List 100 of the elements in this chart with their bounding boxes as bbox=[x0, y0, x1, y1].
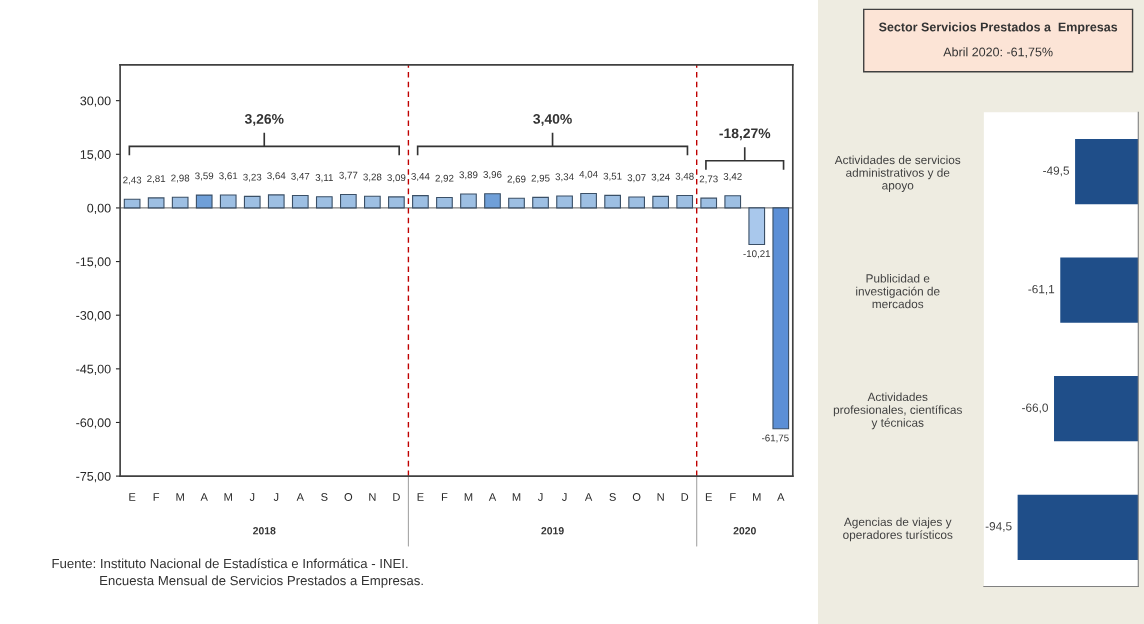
data-label: 3,24 bbox=[651, 173, 670, 182]
x-tick-label: S bbox=[609, 493, 616, 501]
x-tick-label: M bbox=[464, 493, 473, 501]
data-label: 3,11 bbox=[315, 174, 333, 183]
x-tick-label: D bbox=[681, 493, 689, 501]
data-label: -61,75 bbox=[761, 434, 789, 443]
data-label: 2,92 bbox=[435, 174, 454, 183]
data-label: 3,23 bbox=[243, 173, 262, 182]
data-label: -61,1 bbox=[1028, 284, 1055, 295]
x-tick-label: J bbox=[537, 493, 543, 501]
data-label: -10,21 bbox=[743, 250, 771, 259]
bar bbox=[291, 194, 309, 209]
data-label: 3,89 bbox=[459, 171, 478, 180]
data-label: -66,0 bbox=[1022, 403, 1048, 414]
bar bbox=[556, 195, 573, 209]
bar bbox=[171, 196, 189, 209]
bar bbox=[604, 194, 621, 209]
y-tick-label: 0,00 bbox=[87, 203, 111, 215]
data-label: 2,95 bbox=[531, 174, 550, 183]
bar bbox=[508, 197, 525, 209]
x-tick-label: F bbox=[153, 493, 160, 501]
bar bbox=[339, 193, 357, 209]
data-label: 2,98 bbox=[171, 174, 190, 183]
chart-title: Sector Servicios Prestados a Empresas bbox=[879, 22, 1118, 34]
data-label: 4,04 bbox=[579, 170, 598, 179]
x-tick-label: A bbox=[296, 493, 304, 501]
bar bbox=[364, 195, 381, 209]
data-label: 3,59 bbox=[195, 172, 214, 181]
x-tick-label: O bbox=[632, 493, 641, 501]
y-tick-label: Agencias de viajes y operadores turísticos bbox=[843, 517, 953, 542]
x-tick-label: N bbox=[369, 493, 376, 501]
data-label: 3,44 bbox=[411, 172, 430, 181]
y-tick-label: Actividades de servicios administrativos y de apoyo bbox=[834, 155, 961, 192]
chart-subtitle: Abril 2020: -61,75% bbox=[943, 47, 1053, 58]
x-tick-label: F bbox=[730, 493, 736, 501]
bar bbox=[388, 196, 405, 209]
data-label: 2,43 bbox=[123, 176, 142, 185]
data-label: 3,64 bbox=[267, 172, 286, 181]
text: 2018 bbox=[253, 527, 276, 535]
data-label: 3,61 bbox=[219, 172, 238, 181]
annotation: 3,26% bbox=[244, 114, 284, 126]
bar bbox=[676, 194, 694, 209]
bar bbox=[219, 194, 237, 209]
bar bbox=[123, 198, 141, 209]
data-label: 2,73 bbox=[699, 175, 718, 184]
x-tick-label: M bbox=[753, 493, 761, 501]
x-tick-label: F bbox=[441, 493, 448, 501]
bar bbox=[652, 195, 670, 209]
annotation: 3,40% bbox=[533, 114, 572, 126]
data-label: 3,28 bbox=[363, 173, 382, 182]
data-label: 2,81 bbox=[147, 175, 166, 184]
x-tick-label: E bbox=[705, 493, 712, 501]
x-tick-label: J bbox=[273, 493, 279, 501]
x-tick-label: E bbox=[129, 493, 136, 501]
x-tick-label: A bbox=[488, 493, 497, 501]
bar bbox=[147, 197, 165, 209]
bar bbox=[700, 197, 718, 209]
y-tick-label: -15,00 bbox=[76, 257, 111, 268]
annotation: -18,27% bbox=[719, 128, 771, 141]
y-tick-label: -30,00 bbox=[76, 311, 111, 322]
bar bbox=[315, 196, 333, 209]
bar bbox=[460, 193, 477, 209]
bar bbox=[267, 194, 285, 209]
data-label: -94,5 bbox=[985, 522, 1012, 532]
bar bbox=[243, 195, 261, 209]
y-tick-label: -60,00 bbox=[76, 418, 111, 429]
x-tick-label: A bbox=[777, 493, 785, 501]
x-tick-label: O bbox=[344, 493, 353, 501]
data-label: 3,09 bbox=[387, 174, 406, 183]
x-tick-label: M bbox=[176, 493, 184, 501]
bar bbox=[748, 207, 766, 245]
data-label: 3,47 bbox=[291, 172, 310, 181]
bar bbox=[484, 193, 501, 209]
y-tick-label: 15,00 bbox=[80, 150, 111, 161]
bar bbox=[412, 195, 429, 209]
x-tick-label: M bbox=[224, 493, 232, 501]
y-tick-label: Publicidad e investigación de mercados bbox=[856, 273, 940, 309]
bar bbox=[772, 207, 790, 430]
x-tick-label: N bbox=[657, 493, 664, 501]
y-tick-label: 30,00 bbox=[80, 96, 111, 107]
y-tick-label: Actividades profesionales, científicas y técnicas bbox=[833, 392, 962, 430]
data-label: 3,51 bbox=[603, 172, 622, 181]
x-tick-label: D bbox=[393, 493, 400, 501]
text: 2020 bbox=[733, 527, 756, 535]
data-label: 3,96 bbox=[483, 171, 502, 180]
x-tick-label: A bbox=[200, 493, 208, 501]
data-label: 3,34 bbox=[555, 173, 574, 182]
data-label: 3,07 bbox=[627, 174, 646, 183]
x-tick-label: E bbox=[417, 493, 424, 501]
x-tick-label: A bbox=[584, 493, 593, 501]
source-note: Fuente: Instituto Nacional de Estadística e Informática - INEI. Encuesta Mensual de Servicios Prestados a Empresas. bbox=[52, 558, 423, 588]
data-label: -49,5 bbox=[1043, 166, 1070, 177]
y-tick-label: -45,00 bbox=[76, 364, 111, 375]
bar bbox=[724, 195, 742, 209]
bar bbox=[436, 196, 453, 209]
bar bbox=[532, 196, 549, 209]
data-label: 3,42 bbox=[723, 173, 742, 182]
x-tick-label: S bbox=[321, 493, 328, 501]
data-label: 3,77 bbox=[339, 171, 358, 180]
data-label: 3,48 bbox=[675, 172, 694, 181]
